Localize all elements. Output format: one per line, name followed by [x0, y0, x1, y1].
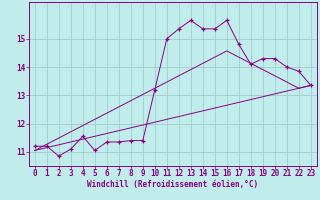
X-axis label: Windchill (Refroidissement éolien,°C): Windchill (Refroidissement éolien,°C) [87, 180, 258, 189]
